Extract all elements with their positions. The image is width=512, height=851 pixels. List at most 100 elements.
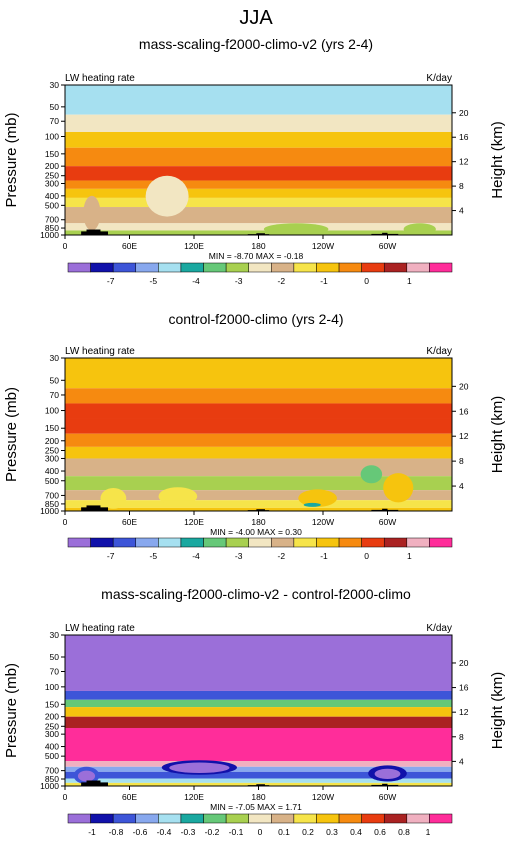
colorbar-swatch: [112, 262, 137, 273]
colorbar-swatch: [203, 262, 227, 273]
colorbar-swatch: [406, 537, 430, 548]
colorbar-swatch: [361, 262, 385, 273]
field-band: [65, 207, 452, 224]
panel-title: mass-scaling-f2000-climo-v2 (yrs 2-4): [139, 36, 373, 52]
field-feature: [360, 465, 383, 484]
y-tick-label: 50: [50, 375, 60, 385]
colorbar-label: -0.1: [229, 827, 244, 837]
field-band: [65, 180, 452, 189]
x-tick-label: 120W: [312, 241, 334, 251]
topography: [86, 505, 101, 511]
units-label: K/day: [426, 623, 452, 634]
colorbar-swatch: [90, 262, 114, 273]
colorbar-label: 0.1: [278, 827, 290, 837]
colorbar-swatch: [293, 537, 317, 548]
colorbar-label: -1: [320, 551, 328, 561]
field-band: [65, 166, 452, 181]
x-tick-label: 180: [251, 792, 265, 802]
y-tick-label: 100: [45, 406, 59, 416]
x-tick-label: 0: [63, 241, 68, 251]
y-tick-label: 30: [50, 80, 60, 90]
colorbar-swatch: [406, 262, 430, 273]
y-tick-label: 250: [45, 171, 59, 181]
field-feature: [383, 473, 414, 503]
colorbar-swatch: [180, 537, 204, 548]
colorbar-swatch: [293, 813, 317, 824]
y-tick-label: 700: [45, 766, 59, 776]
colorbar-swatch: [248, 813, 272, 824]
y-tick-label: 300: [45, 453, 59, 463]
x-tick-label: 0: [63, 792, 68, 802]
x-tick-label: 60W: [379, 517, 396, 527]
colorbar: -7 -5 -4 -3 -2 -1 0 1: [67, 262, 453, 286]
colorbar-label: 0.2: [302, 827, 314, 837]
colorbar-swatch: [67, 537, 91, 548]
field-band: [65, 766, 452, 772]
y-tick-label: 150: [45, 149, 59, 159]
colorbar-swatch: [338, 813, 362, 824]
field-fill: [65, 358, 452, 511]
field-band: [65, 500, 452, 508]
field-band: [65, 131, 452, 148]
field-band: [65, 388, 452, 404]
x-tick-label: 60E: [122, 517, 137, 527]
colorbar-label: -5: [150, 276, 158, 286]
field-band: [65, 771, 452, 779]
y-tick-label: 1000: [40, 506, 59, 516]
field-band: [65, 433, 452, 447]
field-band: [65, 690, 452, 700]
colorbar-swatch: [383, 537, 408, 548]
y-right-tick-label: 16: [459, 406, 469, 416]
colorbar-swatch: [248, 537, 272, 548]
colorbar-swatch: [135, 813, 159, 824]
y-right-tick-label: 20: [459, 108, 469, 118]
colorbar-label: 0.3: [326, 827, 338, 837]
colorbar-swatch: [248, 262, 272, 273]
colorbar-swatch: [271, 813, 295, 824]
y-right-tick-label: 20: [459, 658, 469, 668]
y-tick-label: 1000: [40, 230, 59, 240]
field-feature: [303, 502, 321, 507]
topography: [382, 783, 388, 786]
y-tick-label: 500: [45, 751, 59, 761]
field-band: [65, 699, 452, 708]
y-tick-label: 30: [50, 630, 60, 640]
field-band: [65, 403, 452, 419]
field-band: [65, 114, 452, 132]
y-right-tick-label: 12: [459, 431, 469, 441]
colorbar-label: 1: [407, 551, 412, 561]
x-tick-label: 0: [63, 517, 68, 527]
x-tick-label: 180: [251, 517, 265, 527]
colorbar-swatch: [225, 813, 249, 824]
field-band: [65, 707, 452, 717]
y-right-tick-label: 4: [459, 481, 464, 491]
x-tick-label: 120E: [184, 241, 204, 251]
colorbar-label: -0.8: [109, 827, 124, 837]
y-tick-label: 200: [45, 161, 59, 171]
colorbar-swatch: [429, 262, 453, 273]
field-band: [65, 458, 452, 477]
y-tick-label: 700: [45, 490, 59, 500]
field-feature: [374, 768, 401, 780]
colorbar-label: 0.4: [350, 827, 362, 837]
colorbar-label: 0.6: [374, 827, 386, 837]
y-right-tick-label: 12: [459, 157, 469, 167]
colorbar-label: 0: [258, 827, 263, 837]
y-right-tick-label: 8: [459, 732, 464, 742]
field-fill: [65, 85, 452, 235]
field-feature: [145, 175, 189, 217]
colorbar-swatch: [406, 813, 430, 824]
colorbar-swatch: [361, 813, 385, 824]
colorbar-swatch: [383, 813, 408, 824]
y-tick-label: 70: [50, 390, 60, 400]
y-tick-label: 50: [50, 102, 60, 112]
field-band: [65, 635, 452, 691]
colorbar-swatch: [158, 262, 182, 273]
colorbar-label: -7: [107, 276, 115, 286]
y-right-axis-label: Height (km): [489, 672, 506, 750]
field-band: [65, 197, 452, 208]
chart-panel-3: mass-scaling-f2000-climo-v2 - control-f2…: [3, 586, 506, 837]
y-tick-label: 300: [45, 729, 59, 739]
field-band: [65, 761, 452, 767]
colorbar-label: -4: [192, 276, 200, 286]
